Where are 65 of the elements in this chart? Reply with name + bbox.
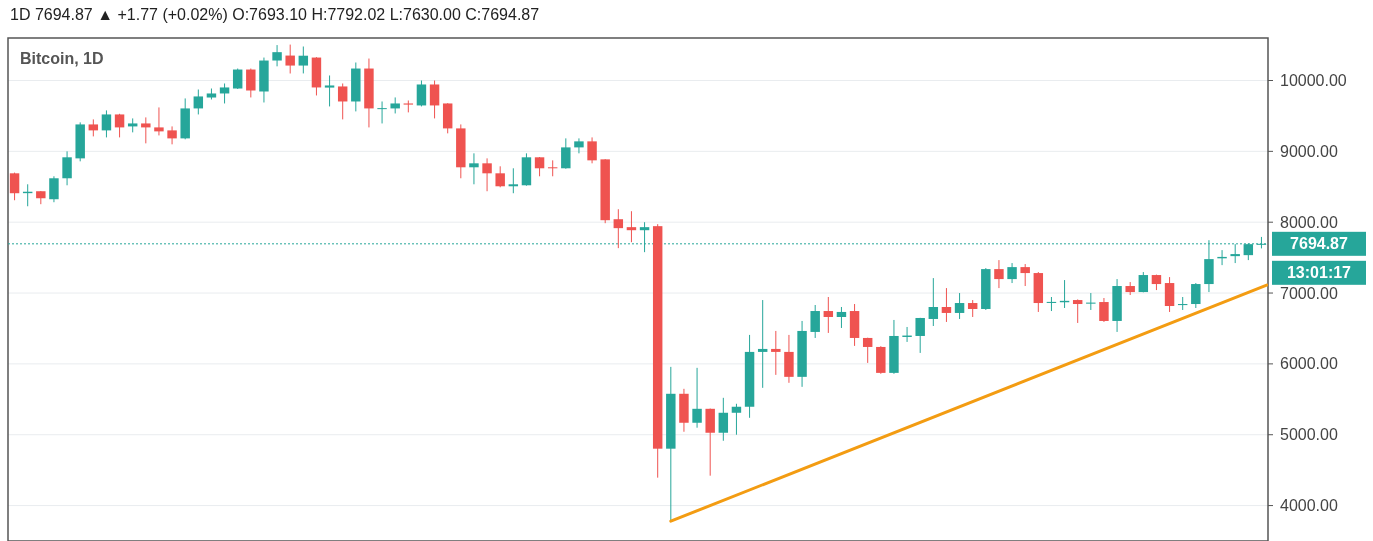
candlestick	[626, 210, 637, 243]
candlestick	[101, 109, 112, 138]
candlestick	[1086, 292, 1096, 311]
candlestick	[1020, 263, 1030, 287]
candlestick	[298, 46, 309, 74]
candlestick	[246, 68, 256, 98]
candlestick	[377, 100, 387, 124]
y-tick-label: 8000.00	[1280, 213, 1338, 231]
candlestick	[534, 156, 545, 177]
candlestick	[1007, 262, 1017, 284]
candlestick	[508, 167, 519, 194]
candlestick	[613, 208, 624, 249]
candlestick	[469, 152, 479, 185]
candlestick	[416, 80, 427, 107]
candlestick	[915, 317, 925, 354]
candlestick	[9, 172, 20, 201]
candlestick	[219, 82, 230, 104]
candlestick	[587, 136, 597, 164]
y-tick-label: 5000.00	[1280, 426, 1338, 444]
candlestick	[810, 304, 820, 339]
candlestick	[272, 44, 282, 67]
candlestick	[757, 299, 768, 389]
chart-title: 1D 7694.87 ▲ +1.77 (+0.02%) O:7693.10 H:7792.02 L:7630.00 C:7694.87	[10, 6, 540, 23]
text: Bitcoin, 1D	[20, 50, 104, 67]
candlestick	[62, 150, 72, 186]
candlestick	[954, 292, 965, 320]
candlestick	[547, 159, 558, 177]
candlestick	[167, 125, 177, 145]
candlestick	[692, 367, 702, 429]
candlestick	[731, 403, 742, 436]
candlestick	[49, 175, 59, 203]
candlestick	[1072, 298, 1083, 324]
candlestick	[1046, 296, 1057, 312]
y-tick-label: 6000.00	[1280, 355, 1338, 373]
candlestick	[941, 287, 952, 323]
y-tick-label: 7000.00	[1280, 284, 1338, 302]
text: 13:01:17	[1286, 264, 1352, 282]
candlestick	[718, 397, 729, 442]
candlestick	[154, 106, 164, 136]
candlestick	[1191, 282, 1201, 309]
candlestick	[1099, 297, 1109, 323]
candlestick	[1164, 276, 1175, 313]
candlestick	[1177, 296, 1188, 311]
y-tick-label: 9000.00	[1280, 142, 1338, 160]
y-tick-label: 4000.00	[1280, 497, 1338, 515]
candlestick	[994, 259, 1004, 289]
candlestick	[771, 330, 781, 376]
candlestick	[141, 116, 151, 144]
ref-line-label: 7694.87	[1290, 235, 1349, 253]
y-tick-label: 10000.00	[1280, 72, 1347, 90]
candlestick	[862, 337, 873, 364]
candlestick	[495, 165, 505, 188]
candlestick	[823, 296, 834, 334]
candlestick	[337, 82, 348, 120]
candlestick	[429, 80, 440, 119]
candlestick	[705, 408, 715, 477]
candlestick	[1230, 243, 1240, 264]
candlestick	[285, 44, 295, 74]
candlestick	[928, 277, 939, 327]
candlestick	[482, 157, 492, 192]
candlestick	[324, 74, 335, 107]
candlestick	[561, 137, 571, 170]
candlestick	[836, 306, 847, 329]
candlestick	[193, 89, 204, 115]
candlestick	[574, 137, 584, 154]
